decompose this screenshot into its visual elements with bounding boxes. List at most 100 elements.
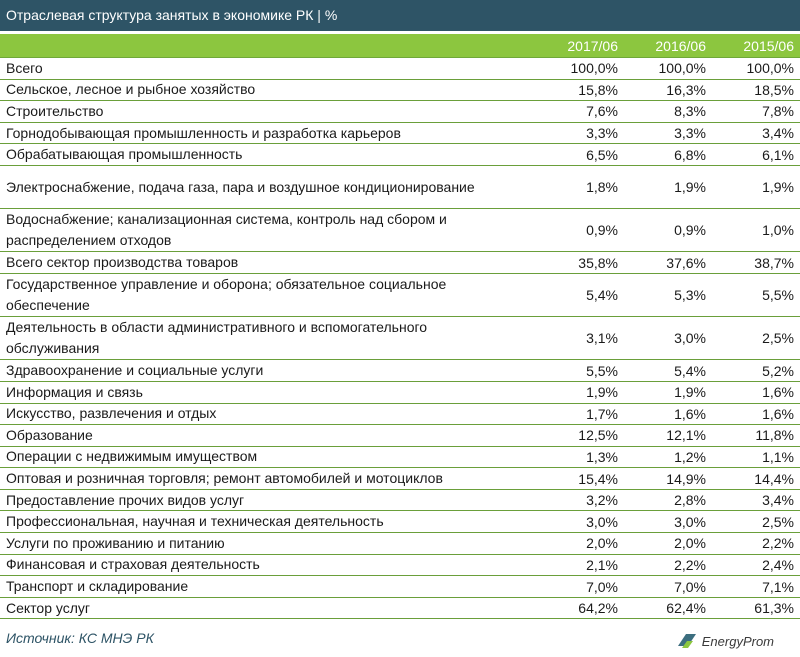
value-cell: 3,0% [674, 513, 706, 530]
value-cell: 6,5% [586, 146, 618, 163]
value-cell: 5,5% [762, 287, 794, 304]
value-cell: 1,0% [762, 222, 794, 239]
value-cell: 7,1% [762, 578, 794, 595]
value-cell: 3,4% [762, 492, 794, 509]
table-body: Всего 100,0% 100,0% 100,0% Сельское, лесное … [0, 58, 800, 620]
brand-logo: EnergyProm [676, 632, 774, 650]
value-cell: 2,2% [762, 535, 794, 552]
table-row: Оптовая и розничная торговля; ремонт авт… [0, 468, 800, 490]
value-cell: 7,6% [586, 103, 618, 120]
value-cell: 3,0% [586, 513, 618, 530]
table-row: Сектор услуг 64,2% 62,4% 61,3% [0, 598, 800, 620]
table-row: Сельское, лесное и рыбное хозяйство 15,8%… [0, 80, 800, 102]
value-cell: 1,7% [586, 405, 618, 422]
value-cell: 100,0% [570, 60, 618, 77]
value-cell: 64,2% [578, 600, 618, 617]
footer: Источник: КС МНЭ РК EnergyProm [0, 624, 800, 657]
source-note: Источник: КС МНЭ РК [6, 630, 154, 646]
value-cell: 3,4% [762, 125, 794, 142]
value-cell: 1,9% [674, 384, 706, 401]
row-label: Предоставление прочих видов услуг [6, 491, 245, 508]
column-header: 2016/06 [655, 37, 706, 54]
value-cell: 0,9% [674, 222, 706, 239]
value-cell: 6,8% [674, 146, 706, 163]
value-cell: 5,5% [586, 362, 618, 379]
value-cell: 7,8% [762, 103, 794, 120]
row-label: Сектор услуг [6, 599, 91, 616]
energyprom-logo-icon [677, 634, 696, 648]
table-row: Искусство, развлечения и отдых 1,7% 1,6% 1,… [0, 404, 800, 426]
value-cell: 1,9% [674, 179, 706, 196]
row-label: Образование [6, 426, 93, 443]
table-row: Предоставление прочих видов услуг 3,2% 2,8… [0, 490, 800, 512]
table-row: Профессиональная, научная и техническая … [0, 511, 800, 534]
table-row: Всего 100,0% 100,0% 100,0% [0, 58, 800, 80]
value-cell: 1,6% [762, 384, 794, 401]
row-label: Услуги по проживанию и питанию [6, 534, 225, 551]
row-label: Обрабатывающая промышленность [6, 146, 243, 163]
row-label: Финансовая и страховая деятельность [6, 556, 260, 573]
value-cell: 15,8% [578, 81, 618, 98]
row-label: Профессиональная, научная и техническая … [6, 513, 384, 530]
value-cell: 7,0% [674, 578, 706, 595]
value-cell: 1,9% [762, 179, 794, 196]
table-row: Финансовая и страховая деятельность 2,1% 2… [0, 555, 800, 577]
row-label: Строительство [6, 102, 104, 119]
value-cell: 61,3% [754, 600, 794, 617]
value-cell: 16,3% [666, 81, 706, 98]
value-cell: 2,5% [762, 513, 794, 530]
value-cell: 15,4% [578, 470, 618, 487]
table-row: Транспорт и складирование 7,0% 7,0% 7,1% [0, 576, 800, 598]
value-cell: 5,3% [674, 287, 706, 304]
row-label: Информация и связь [6, 383, 143, 400]
row-label: Сельское, лесное и рыбное хозяйство [6, 81, 256, 98]
row-label: Всего сектор производства товаров [6, 254, 239, 271]
value-cell: 11,8% [755, 427, 794, 444]
value-cell: 8,3% [674, 103, 706, 120]
title-divider [0, 31, 800, 34]
value-cell: 3,3% [674, 125, 706, 142]
value-cell: 5,4% [674, 362, 706, 379]
value-cell: 1,8% [586, 179, 618, 196]
brand-name: EnergyProm [701, 633, 774, 649]
table-row: Образование 12,5% 12,1% 11,8% [0, 425, 800, 447]
value-cell: 2,4% [762, 556, 794, 573]
table-row: Горнодобывающая промышленность и разрабо… [0, 123, 800, 145]
value-cell: 12,1% [666, 427, 706, 444]
value-cell: 0,9% [586, 222, 618, 239]
value-cell: 62,4% [666, 600, 706, 617]
table-row: Деятельность в области административного… [0, 317, 800, 361]
table-row: Всего сектор производства товаров 35,8% 37… [0, 252, 800, 274]
value-cell: 7,0% [586, 578, 618, 595]
value-cell: 1,1% [762, 448, 794, 465]
value-cell: 2,0% [674, 535, 706, 552]
table-row: Здравоохранение и социальные услуги 5,5% 5… [0, 360, 800, 382]
table-row: Водоснабжение; канализационная система, … [0, 209, 800, 253]
table-row: Электроснабжение, подача газа, пара и во… [0, 166, 800, 210]
value-cell: 3,0% [674, 330, 706, 347]
value-cell: 14,4% [754, 470, 794, 487]
table-row: Строительство 7,6% 8,3% 7,8% [0, 101, 800, 123]
row-label: Искусство, развлечения и отдых [6, 405, 217, 422]
value-cell: 6,1% [762, 146, 794, 163]
value-cell: 2,8% [674, 492, 706, 509]
value-cell: 5,4% [586, 287, 618, 304]
value-cell: 5,2% [762, 362, 794, 379]
value-cell: 2,0% [586, 535, 618, 552]
row-label: Государственное управление и оборона; об… [6, 276, 447, 314]
value-cell: 1,6% [674, 405, 706, 422]
value-cell: 3,2% [586, 492, 618, 509]
row-label: Здравоохранение и социальные услуги [6, 362, 264, 379]
value-cell: 1,9% [586, 384, 618, 401]
column-header: 2017/06 [567, 37, 618, 54]
column-header-row: 2017/06 2016/06 2015/06 [0, 34, 800, 58]
table-row: Информация и связь 1,9% 1,9% 1,6% [0, 382, 800, 404]
value-cell: 2,2% [674, 556, 706, 573]
row-label: Электроснабжение, подача газа, пара и во… [6, 178, 475, 195]
table-row: Услуги по проживанию и питанию 2,0% 2,0% 2,… [0, 533, 800, 555]
value-cell: 12,5% [578, 427, 618, 444]
value-cell: 100,0% [658, 60, 706, 77]
value-cell: 2,5% [762, 330, 794, 347]
value-cell: 2,1% [586, 556, 618, 573]
row-label: Операции с недвижимым имуществом [6, 448, 258, 465]
